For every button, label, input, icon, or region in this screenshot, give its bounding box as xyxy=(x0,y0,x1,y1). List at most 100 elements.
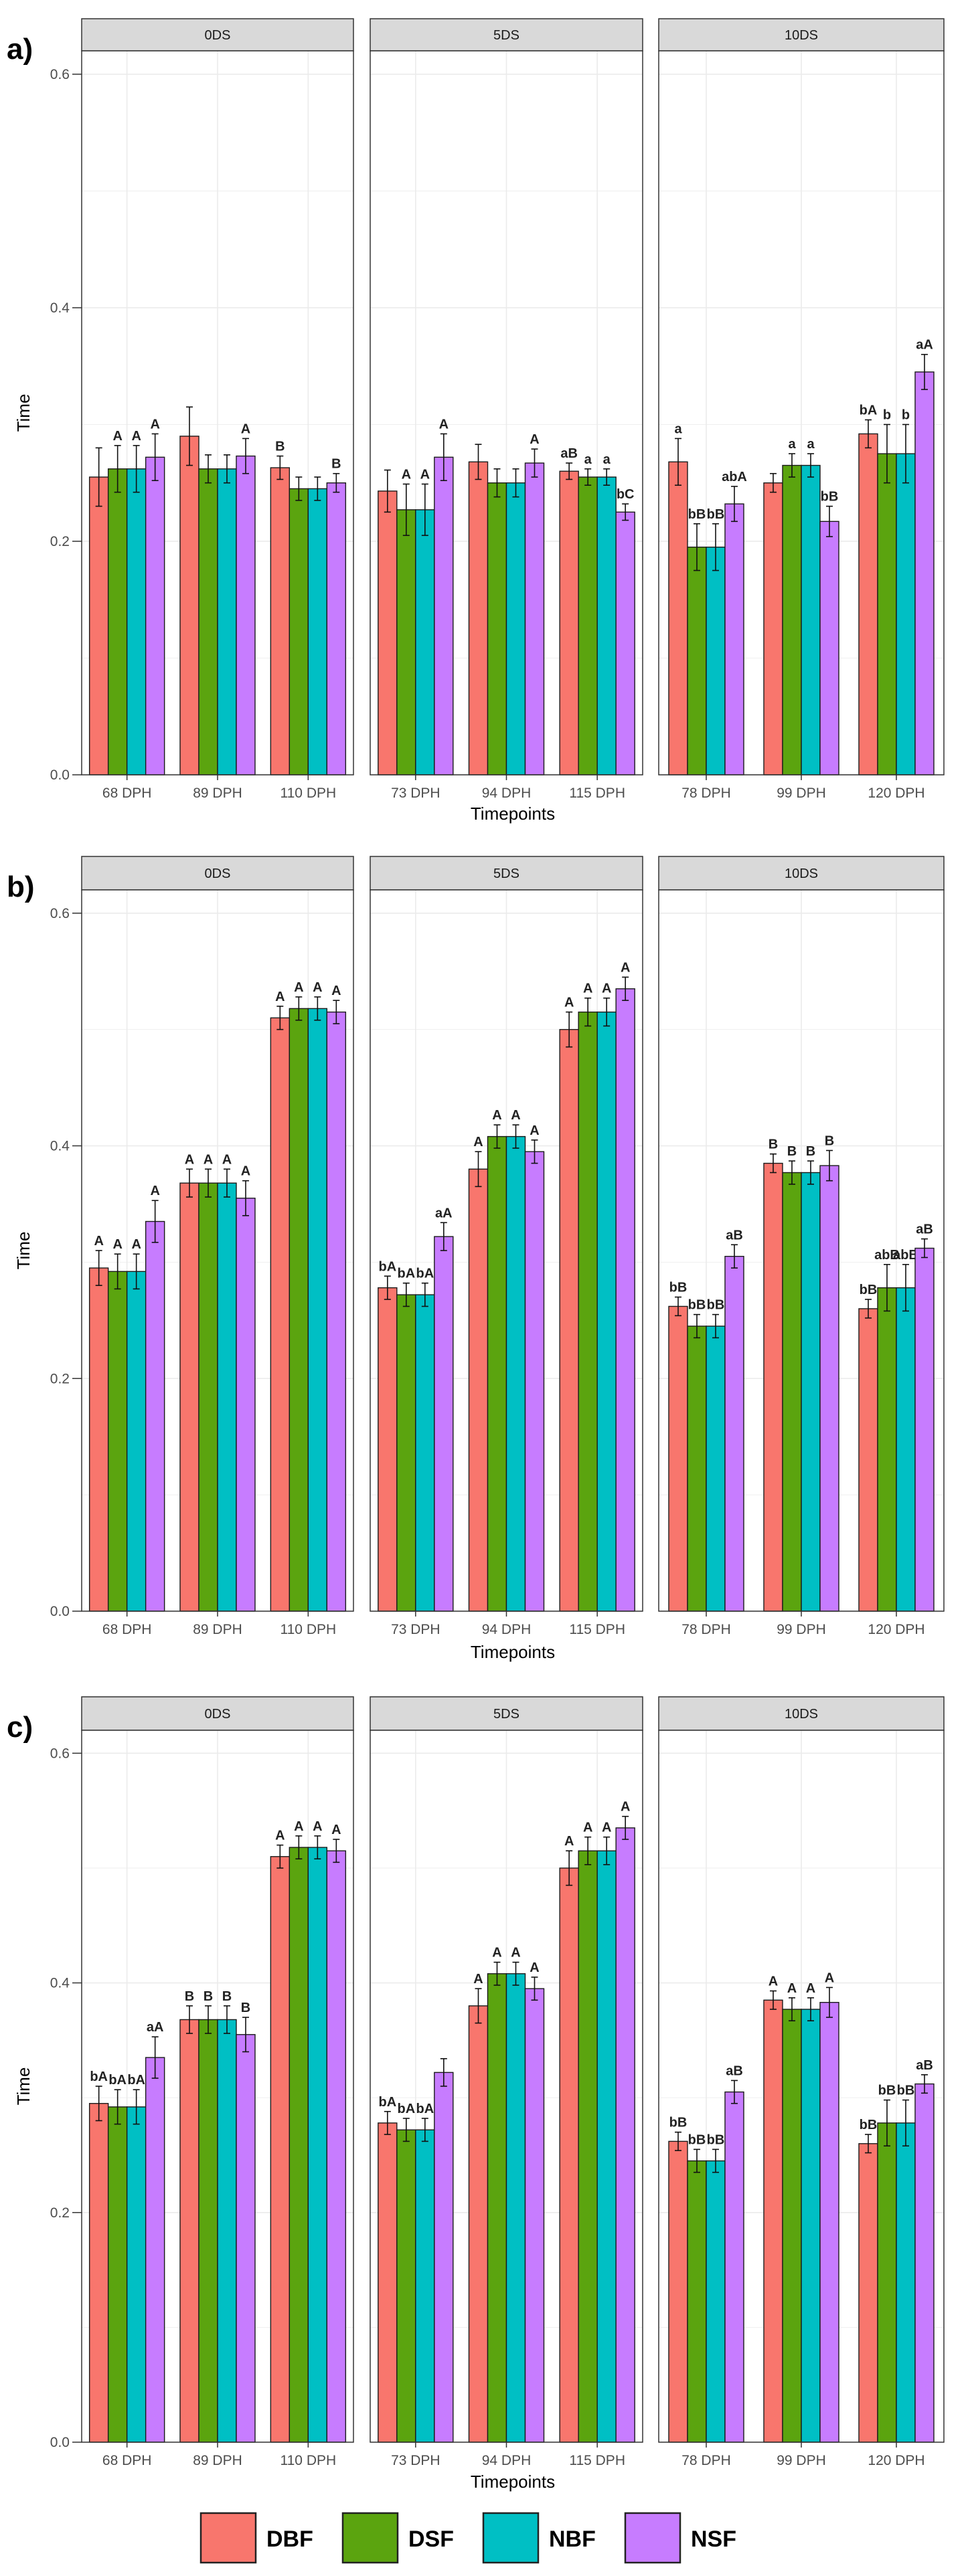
significance-label: A xyxy=(621,1800,630,1815)
significance-label: A xyxy=(511,1108,520,1123)
bar-nsf xyxy=(145,2057,165,2443)
significance-label: B xyxy=(787,1144,797,1159)
bar-dbf xyxy=(858,2143,878,2443)
bar-dsf xyxy=(396,509,416,775)
significance-label: bB xyxy=(707,1298,725,1313)
facet-strip xyxy=(81,856,354,891)
bar-nbf xyxy=(896,453,916,775)
bar-dbf xyxy=(559,470,579,775)
x-tick-label: 73 DPH xyxy=(391,1622,440,1637)
bar-nbf xyxy=(126,2106,147,2443)
bar-dsf xyxy=(578,476,598,775)
significance-label: B xyxy=(825,1133,834,1148)
y-tick-label: 0.4 xyxy=(50,1139,70,1154)
bar-dbf xyxy=(763,1162,783,1612)
bar-dsf xyxy=(487,1135,507,1612)
significance-label: bA xyxy=(397,2102,415,2116)
bar-nbf xyxy=(801,464,821,775)
facet-border xyxy=(370,889,643,1612)
significance-label: A xyxy=(583,1821,592,1835)
bar-nsf xyxy=(615,1827,635,2443)
bar-dsf xyxy=(107,2106,128,2443)
significance-label: bB xyxy=(897,2084,915,2098)
facet-border xyxy=(370,1730,643,2443)
significance-label: bB xyxy=(707,2132,725,2147)
significance-label: aB xyxy=(560,446,578,461)
significance-label: A xyxy=(275,1829,285,1843)
significance-label: A xyxy=(313,980,322,995)
bar-dbf xyxy=(179,1182,199,1612)
bar-nsf xyxy=(326,1850,347,2443)
x-tick-label: 99 DPH xyxy=(777,1622,826,1637)
bar-dbf xyxy=(468,2005,489,2443)
y-tick-label: 0.0 xyxy=(50,1604,70,1619)
significance-label: B xyxy=(241,2001,250,2015)
bar-nbf xyxy=(126,468,147,775)
significance-label: A xyxy=(564,1834,574,1849)
x-tick-label: 94 DPH xyxy=(482,786,532,801)
significance-label: A xyxy=(492,1108,501,1123)
significance-label: A xyxy=(331,1823,341,1837)
x-tick-label: 110 DPH xyxy=(280,2453,337,2468)
significance-label: bA xyxy=(108,2073,127,2088)
bar-nsf xyxy=(524,1988,545,2443)
significance-label: b xyxy=(883,407,891,422)
significance-label: aB xyxy=(726,2063,743,2078)
significance-label: A xyxy=(241,1164,250,1179)
x-tick-label: 110 DPH xyxy=(280,786,337,801)
x-tick-label: 89 DPH xyxy=(193,1622,242,1637)
bar-dsf xyxy=(782,1172,802,1612)
legend-swatch-dsf xyxy=(341,2512,399,2564)
significance-label: bB xyxy=(669,2116,688,2130)
bar-nsf xyxy=(615,511,635,775)
x-tick-label: 68 DPH xyxy=(102,1622,152,1637)
significance-label: bA xyxy=(90,2069,108,2084)
y-tick-label: 0.4 xyxy=(50,300,70,316)
significance-label: bA xyxy=(378,1259,396,1274)
significance-label: abB xyxy=(893,1248,918,1263)
bar-nsf xyxy=(434,1236,454,1612)
significance-label: a xyxy=(674,422,682,436)
bar-nbf xyxy=(415,509,435,775)
panel-letter: b) xyxy=(7,870,35,903)
significance-label: A xyxy=(473,1135,483,1149)
bar-nsf xyxy=(819,521,839,775)
bar-dbf xyxy=(88,1267,109,1612)
x-tick-label: 94 DPH xyxy=(482,2453,532,2468)
significance-label: A xyxy=(204,1152,213,1167)
significance-label: bA xyxy=(416,1267,434,1281)
significance-label: A xyxy=(530,1960,539,1975)
bar-nbf xyxy=(505,1973,526,2443)
bar-dsf xyxy=(782,464,802,775)
significance-label: aA xyxy=(916,338,933,353)
significance-label: A xyxy=(602,982,611,996)
significance-label: A xyxy=(420,467,430,482)
significance-label: B xyxy=(769,1137,778,1152)
x-tick-label: 115 DPH xyxy=(569,2453,625,2468)
y-tick-label: 0.0 xyxy=(50,767,70,783)
y-tick-label: 0.6 xyxy=(50,906,70,921)
bar-dbf xyxy=(763,1999,783,2443)
significance-label: a xyxy=(584,452,592,467)
x-tick-label: 73 DPH xyxy=(391,786,440,801)
x-axis-title: Timepoints xyxy=(471,2472,555,2492)
facet-strip-label: 0DS xyxy=(205,1707,231,1722)
bar-dbf xyxy=(179,2019,199,2443)
significance-label: bB xyxy=(688,2132,706,2147)
significance-label: bA xyxy=(378,2095,396,2110)
bar-nsf xyxy=(914,2083,935,2443)
facet-border xyxy=(81,1730,354,2443)
bar-nsf xyxy=(524,462,545,775)
x-tick-label: 68 DPH xyxy=(102,786,152,801)
significance-label: A xyxy=(275,990,285,1004)
y-tick-label: 0.0 xyxy=(50,2435,70,2450)
bar-dsf xyxy=(198,468,218,775)
significance-label: A xyxy=(294,1819,303,1834)
bar-nsf xyxy=(724,2091,744,2443)
facet-strip-label: 5DS xyxy=(493,866,519,881)
legend-label-dbf: DBF xyxy=(266,2526,313,2552)
significance-label: A xyxy=(769,1974,778,1989)
